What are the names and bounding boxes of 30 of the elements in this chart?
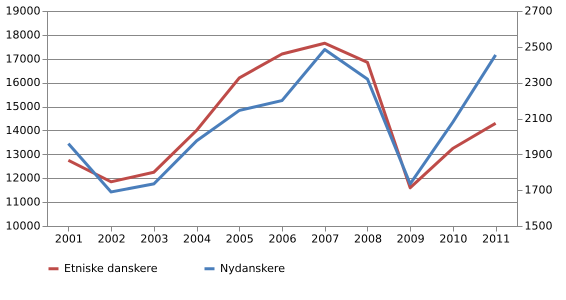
x-tick-label: 2007 xyxy=(311,232,340,246)
x-tick-label: 2011 xyxy=(482,232,510,246)
y-tick-label: 10000 xyxy=(6,220,40,232)
x-tick-label: 2001 xyxy=(54,232,83,246)
y-tick-label: 18000 xyxy=(6,28,40,42)
y2-tick-label: 1700 xyxy=(524,184,552,197)
y2-tick-label: 1900 xyxy=(524,148,552,161)
y-tick-label: 15000 xyxy=(6,100,40,114)
y-tick-label: 12000 xyxy=(6,172,40,185)
y-tick-label: 16000 xyxy=(6,76,40,90)
legend-label: Nydanskere xyxy=(220,262,286,275)
x-tick-label: 2004 xyxy=(183,232,212,246)
x-tick-label: 2005 xyxy=(226,232,254,246)
y-tick-label: 13000 xyxy=(6,148,40,161)
y2-tick-label: 2700 xyxy=(524,4,552,18)
y2-tick-label: 2100 xyxy=(524,112,552,125)
x-tick-label: 2008 xyxy=(354,232,382,246)
y-tick-label: 11000 xyxy=(6,196,40,209)
y2-tick-label: 1500 xyxy=(524,220,552,232)
y2-tick-label: 2300 xyxy=(524,76,552,90)
legend-label: Etniske danskere xyxy=(64,262,158,275)
y2-tick-label: 2500 xyxy=(524,40,552,54)
x-tick-label: 2002 xyxy=(98,232,126,246)
y-tick-label: 14000 xyxy=(6,124,40,137)
y-tick-label: 17000 xyxy=(6,52,40,66)
x-tick-label: 2003 xyxy=(140,232,168,246)
x-tick-label: 2006 xyxy=(268,232,296,246)
x-tick-label: 2010 xyxy=(439,232,468,246)
x-tick-label: 2009 xyxy=(396,232,425,246)
y-tick-label: 19000 xyxy=(6,4,40,18)
